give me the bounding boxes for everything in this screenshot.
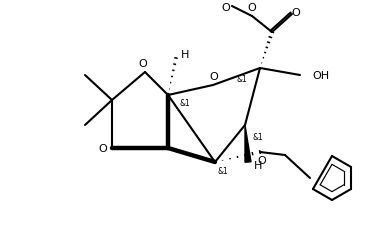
- Text: H: H: [254, 161, 262, 171]
- Text: O: O: [292, 8, 300, 18]
- Text: H: H: [181, 50, 189, 60]
- Text: OH: OH: [312, 71, 329, 81]
- Text: &1: &1: [253, 133, 264, 141]
- Text: O: O: [221, 3, 230, 13]
- Text: &1: &1: [180, 99, 191, 108]
- Text: O: O: [210, 72, 218, 82]
- Polygon shape: [245, 125, 251, 162]
- Text: O: O: [139, 59, 147, 69]
- Text: O: O: [258, 156, 267, 166]
- Text: O: O: [248, 3, 256, 13]
- Text: &1: &1: [218, 167, 229, 175]
- Text: O: O: [99, 144, 107, 154]
- Text: &1: &1: [236, 76, 247, 84]
